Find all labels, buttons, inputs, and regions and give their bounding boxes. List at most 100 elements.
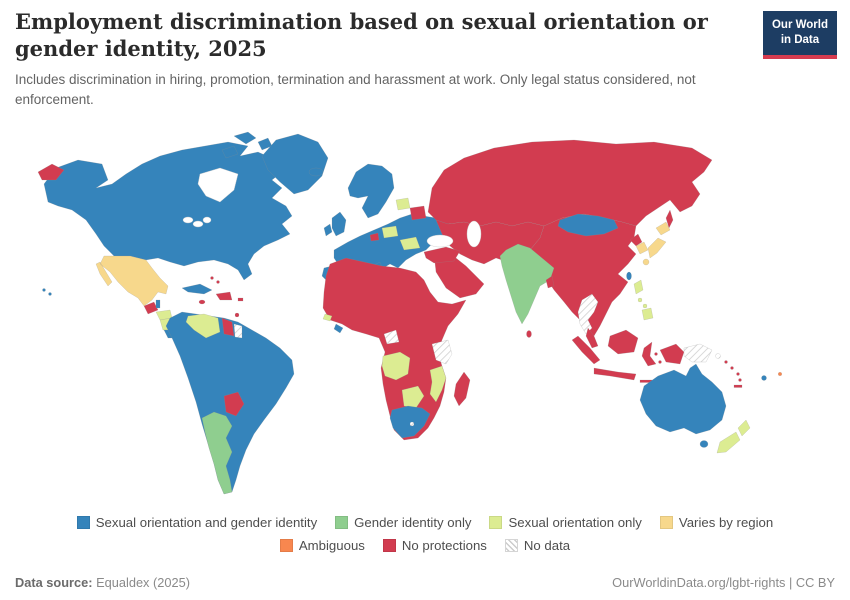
country-suriname[interactable] xyxy=(233,323,243,339)
country-south-korea[interactable] xyxy=(635,241,649,255)
country-thailand[interactable] xyxy=(577,293,599,335)
legend-item-gi_only[interactable]: Gender identity only xyxy=(335,515,471,530)
country-mozambique[interactable] xyxy=(429,365,447,403)
country-argentina[interactable] xyxy=(201,411,233,495)
country-guyana[interactable] xyxy=(221,317,235,337)
legend-item-nodata[interactable]: No data xyxy=(504,538,571,553)
country-chukotka[interactable] xyxy=(37,163,65,181)
country-arctic-islands[interactable] xyxy=(233,131,257,145)
chart-footer: Data source: Equaldex (2025) OurWorldinD… xyxy=(15,575,835,590)
country-arctic-islands[interactable] xyxy=(221,145,239,159)
country-mexico[interactable] xyxy=(95,255,169,307)
legend-swatch-gi_only xyxy=(335,516,349,529)
country-sakhalin[interactable] xyxy=(665,209,674,229)
country-fiji[interactable] xyxy=(761,375,767,381)
country-india-pakistan-nepal[interactable] xyxy=(499,243,555,325)
country-solomon-islands[interactable] xyxy=(724,360,728,364)
legend-item-none[interactable]: No protections xyxy=(382,538,487,553)
country-kenya[interactable] xyxy=(431,339,453,365)
legend-item-so_only[interactable]: Sexual orientation only xyxy=(489,515,642,530)
country-botswana[interactable] xyxy=(401,385,425,409)
country-venezuela[interactable] xyxy=(185,313,221,339)
country-philippines[interactable] xyxy=(637,297,643,303)
country-japan[interactable] xyxy=(655,221,671,236)
legend-swatch-none xyxy=(382,539,396,552)
country-cuba[interactable] xyxy=(181,283,213,295)
country-sulawesi[interactable] xyxy=(641,341,657,367)
country-vanuatu[interactable] xyxy=(738,378,742,382)
country-latvia[interactable] xyxy=(395,197,411,211)
country-belarus[interactable] xyxy=(409,205,427,221)
country-java[interactable] xyxy=(593,367,637,381)
data-source-label: Data source: xyxy=(15,575,93,590)
country-puerto-rico[interactable] xyxy=(237,297,244,302)
country-solomon-islands[interactable] xyxy=(715,353,721,359)
country-belize[interactable] xyxy=(155,299,161,309)
great-lakes xyxy=(182,216,194,224)
country-hispaniola[interactable] xyxy=(215,291,233,301)
country-turkey[interactable] xyxy=(423,246,461,264)
country-japan[interactable] xyxy=(642,258,650,266)
country-pacific-island[interactable] xyxy=(778,372,782,376)
hudson-bay xyxy=(197,167,239,203)
country-tasmania[interactable] xyxy=(699,440,709,448)
country-czech-austria[interactable] xyxy=(381,225,399,239)
country-paraguay[interactable] xyxy=(223,391,245,417)
country-moluccas[interactable] xyxy=(654,352,658,356)
country-hawaii[interactable] xyxy=(42,288,46,292)
country-scandinavia[interactable] xyxy=(347,163,395,219)
country-united-kingdom[interactable] xyxy=(331,211,347,237)
country-vanuatu[interactable] xyxy=(736,372,740,376)
chart-header: Employment discrimination based on sexua… xyxy=(15,8,765,110)
country-sumatra[interactable] xyxy=(571,335,601,365)
country-canada-usa[interactable] xyxy=(43,141,293,281)
country-switzerland[interactable] xyxy=(369,232,380,242)
country-lesotho[interactable] xyxy=(409,421,415,427)
country-madagascar[interactable] xyxy=(453,371,471,407)
country-guatemala[interactable] xyxy=(143,301,159,315)
legend-item-varies[interactable]: Varies by region xyxy=(659,515,773,530)
country-romania[interactable] xyxy=(399,236,421,251)
country-ireland[interactable] xyxy=(323,223,333,237)
country-papua-new-guinea[interactable] xyxy=(683,343,713,363)
country-solomon-islands[interactable] xyxy=(730,366,734,370)
owid-logo[interactable]: Our World in Data xyxy=(762,11,837,59)
country-taiwan[interactable] xyxy=(626,271,632,281)
caspian-sea xyxy=(466,220,482,248)
country-greenland[interactable] xyxy=(261,133,329,195)
country-japan[interactable] xyxy=(647,237,667,259)
country-south-africa[interactable] xyxy=(389,405,431,439)
legend-row-1: Sexual orientation and gender identity Ge… xyxy=(0,515,850,534)
country-west-papua[interactable] xyxy=(659,343,685,365)
country-bahamas[interactable] xyxy=(210,276,214,280)
country-new-zealand[interactable] xyxy=(716,431,741,454)
country-mongolia[interactable] xyxy=(557,213,619,237)
country-cameroon-region[interactable] xyxy=(383,329,400,345)
country-jamaica[interactable] xyxy=(198,299,206,305)
rights-link[interactable]: OurWorldinData.org/lgbt-rights | CC BY xyxy=(612,575,835,590)
country-sri-lanka[interactable] xyxy=(526,330,532,338)
country-new-caledonia[interactable] xyxy=(733,384,743,388)
country-bangladesh[interactable] xyxy=(545,275,555,289)
legend-label: No data xyxy=(523,538,571,553)
country-hawaii[interactable] xyxy=(48,292,52,296)
country-malaysia[interactable] xyxy=(585,327,599,349)
country-angola[interactable] xyxy=(381,351,411,381)
legend-item-soc_gi[interactable]: Sexual orientation and gender identity xyxy=(76,515,317,530)
country-moluccas[interactable] xyxy=(658,360,662,364)
country-philippines[interactable] xyxy=(642,303,648,309)
country-australia[interactable] xyxy=(639,363,727,435)
country-new-zealand[interactable] xyxy=(737,419,751,437)
legend-item-ambiguous[interactable]: Ambiguous xyxy=(279,538,365,553)
country-borneo[interactable] xyxy=(607,329,639,355)
country-bahamas[interactable] xyxy=(216,280,220,284)
country-trinidad[interactable] xyxy=(234,312,240,318)
country-liberia[interactable] xyxy=(333,323,344,334)
chart-subtitle: Includes discrimination in hiring, promo… xyxy=(15,71,696,107)
country-philippines[interactable] xyxy=(641,307,654,321)
country-philippines[interactable] xyxy=(633,279,644,295)
country-north-korea[interactable] xyxy=(629,233,643,247)
country-guinea-bissau[interactable] xyxy=(322,313,333,322)
black-sea xyxy=(426,234,454,248)
country-iceland[interactable] xyxy=(308,167,324,177)
